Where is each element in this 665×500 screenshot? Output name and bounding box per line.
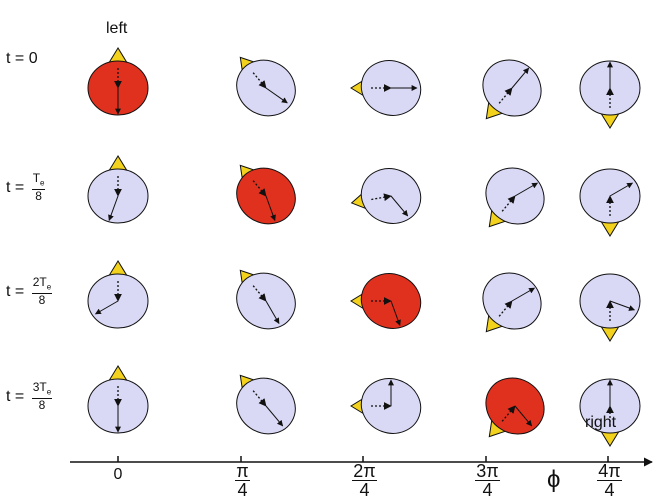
left-label: left — [106, 20, 127, 38]
row-prefix: t = — [6, 388, 29, 406]
denominator: 8 — [35, 190, 42, 203]
denominator: 4 — [359, 481, 369, 499]
drawing — [0, 0, 665, 500]
numerator-text: 3T — [33, 380, 47, 394]
right-label: right — [585, 414, 616, 432]
denominator: 4 — [604, 481, 614, 499]
row-prefix: t = — [6, 283, 29, 301]
numerator: 2Te — [32, 276, 52, 294]
row-label: t = 0 — [6, 50, 38, 68]
numerator-text: 4π — [598, 461, 620, 481]
numerator-text: 2T — [33, 275, 47, 289]
denominator: 4 — [482, 481, 492, 499]
numerator-text: T — [33, 171, 40, 185]
subscript: e — [47, 282, 51, 291]
column-label: 0 — [98, 466, 138, 484]
diagram: left right ϕ t = 0t = Te8t = 2Te8t = 3Te… — [0, 0, 665, 500]
denominator: 8 — [39, 399, 46, 412]
denominator: 4 — [237, 481, 247, 499]
row-prefix: t = — [6, 50, 29, 68]
column-value: 0 — [114, 466, 123, 484]
numerator: 3Te — [32, 381, 52, 399]
numerator-text: 3π — [476, 461, 498, 481]
numerator: 3π — [475, 462, 499, 481]
numerator: Te — [32, 172, 46, 190]
subscript: e — [47, 387, 51, 396]
numerator: 4π — [597, 462, 621, 481]
axis-symbol: ϕ — [547, 466, 560, 494]
numerator-text: π — [236, 461, 248, 481]
numerator: 2π — [352, 462, 376, 481]
numerator-text: 2π — [353, 461, 375, 481]
denominator: 8 — [39, 294, 46, 307]
row-value: 0 — [29, 50, 38, 68]
numerator: π — [235, 462, 249, 481]
subscript: e — [40, 178, 44, 187]
row-prefix: t = — [6, 179, 29, 197]
